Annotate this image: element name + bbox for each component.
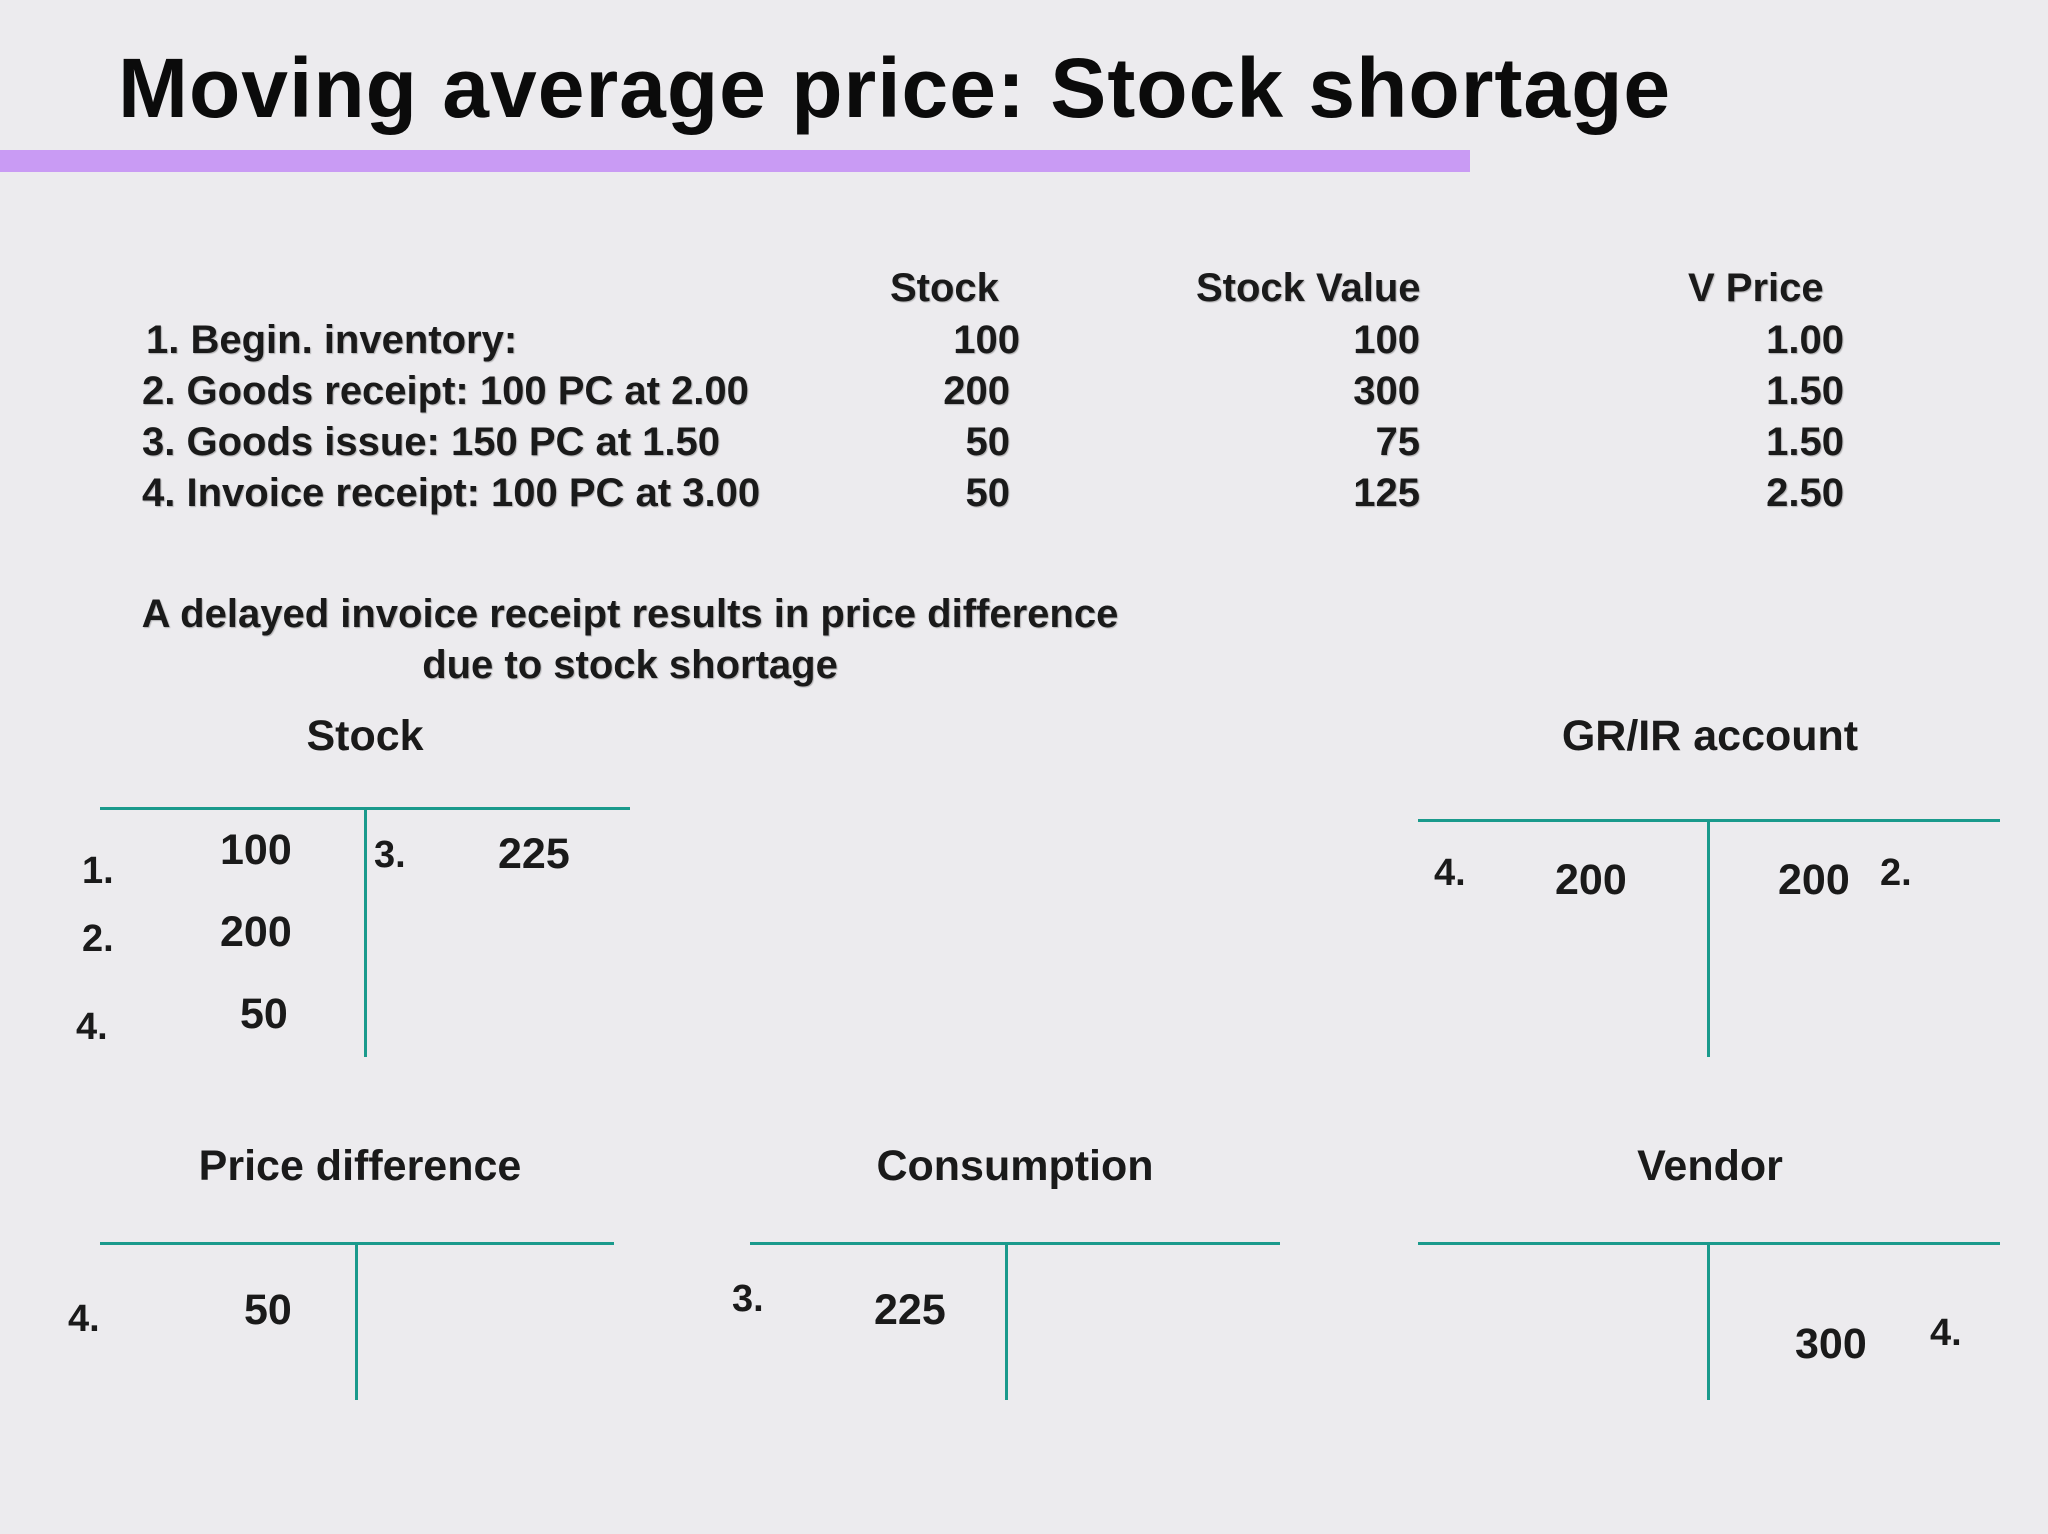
price-difference-account-title: Price difference <box>198 1142 522 1190</box>
row-stock-value: 125 <box>1353 471 1420 515</box>
row-stock: 200 <box>943 369 1010 413</box>
vendor-credit-amount: 300 <box>1795 1320 1867 1368</box>
row-v-price: 1.00 <box>1766 318 1844 362</box>
consumption-account-vline <box>1005 1242 1008 1400</box>
header-stock-value: Stock Value <box>1196 266 1421 310</box>
slide-title: Moving average price: Stock shortage <box>118 41 1672 135</box>
row-stock-value: 100 <box>1353 318 1420 362</box>
stock-debit-ref: 1. <box>82 850 114 892</box>
consumption-account-hline <box>750 1242 1280 1245</box>
stock-credit-amount: 225 <box>498 830 570 878</box>
stock-account-vline <box>364 807 367 1057</box>
row-v-price: 1.50 <box>1766 420 1844 464</box>
price-difference-debit-ref: 4. <box>68 1298 100 1340</box>
price-difference-account-vline <box>355 1242 358 1400</box>
row-stock: 100 <box>953 318 1020 362</box>
stock-debit-ref: 4. <box>76 1006 108 1048</box>
row-v-price: 1.50 <box>1766 369 1844 413</box>
row-stock-value: 75 <box>1375 420 1421 464</box>
vendor-account-vline <box>1707 1242 1710 1400</box>
vendor-account-title: Vendor <box>1637 1142 1783 1190</box>
stock-debit-amount: 200 <box>220 908 292 956</box>
row-stock: 50 <box>965 471 1011 515</box>
row-stock: 50 <box>965 420 1011 464</box>
stock-debit-amount: 50 <box>240 990 288 1038</box>
header-stock: Stock <box>890 266 999 310</box>
row-label: 1. Begin. inventory: <box>146 318 518 362</box>
title-underline <box>0 150 1470 172</box>
grir-credit-amount: 200 <box>1778 856 1850 904</box>
grir-account-title: GR/IR account <box>1561 712 1859 760</box>
row-label: 4. Invoice receipt: 100 PC at 3.00 <box>142 471 761 515</box>
note-line-1: A delayed invoice receipt results in pri… <box>141 592 1119 636</box>
grir-credit-ref: 2. <box>1880 852 1912 894</box>
consumption-debit-ref: 3. <box>732 1278 764 1320</box>
consumption-debit-amount: 225 <box>874 1286 946 1334</box>
stock-credit-ref: 3. <box>374 834 406 876</box>
vendor-credit-ref: 4. <box>1930 1312 1962 1354</box>
stock-debit-ref: 2. <box>82 918 114 960</box>
row-v-price: 2.50 <box>1766 471 1844 515</box>
row-label: 3. Goods issue: 150 PC at 1.50 <box>142 420 721 464</box>
row-stock-value: 300 <box>1353 369 1420 413</box>
price-difference-debit-amount: 50 <box>244 1286 292 1334</box>
note-line-2: due to stock shortage <box>422 643 838 687</box>
stock-account-title: Stock <box>306 712 424 760</box>
header-v-price: V Price <box>1688 266 1824 310</box>
grir-debit-ref: 4. <box>1434 852 1466 894</box>
row-label: 2. Goods receipt: 100 PC at 2.00 <box>142 369 749 413</box>
grir-debit-amount: 200 <box>1555 856 1627 904</box>
stock-debit-amount: 100 <box>220 826 292 874</box>
grir-account-vline <box>1707 819 1710 1057</box>
consumption-account-title: Consumption <box>876 1142 1154 1190</box>
